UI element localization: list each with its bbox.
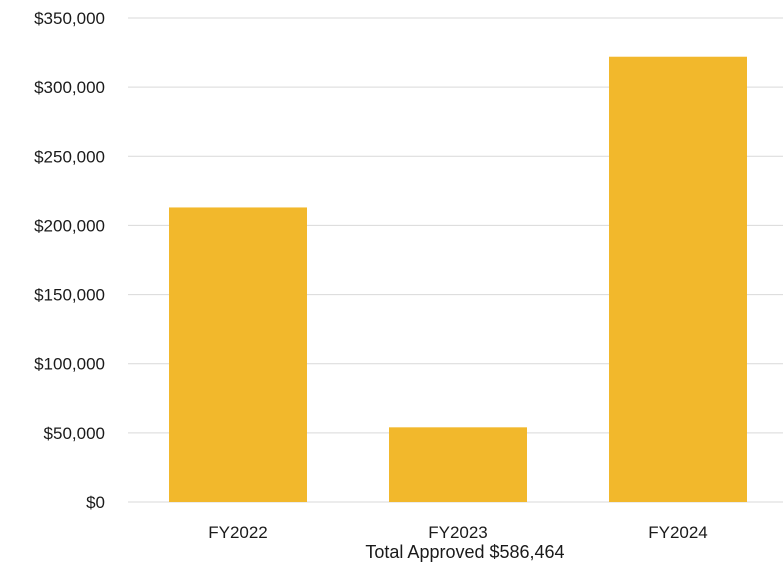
y-tick-label: $250,000 [34,147,105,166]
y-tick-label: $50,000 [44,424,105,443]
y-tick-label: $0 [86,493,105,512]
x-axis-label: Total Approved $586,464 [365,542,564,562]
x-tick-label: FY2024 [648,523,708,542]
bar-fy2023 [389,427,527,502]
bars [169,56,747,503]
y-tick-label: $200,000 [34,216,105,235]
y-tick-label: $100,000 [34,355,105,374]
y-tick-label: $350,000 [34,9,105,28]
bar-fy2022 [169,207,307,503]
bar-fy2024 [609,56,747,502]
y-axis-ticks: $0 $50,000 $100,000 $150,000 $200,000 $250,00… [34,9,105,512]
x-tick-label: FY2023 [428,523,488,542]
x-axis-categories: FY2022 FY2023 FY2024 [208,523,708,542]
y-tick-label: $300,000 [34,78,105,97]
y-tick-label: $150,000 [34,286,105,305]
x-tick-label: FY2022 [208,523,268,542]
